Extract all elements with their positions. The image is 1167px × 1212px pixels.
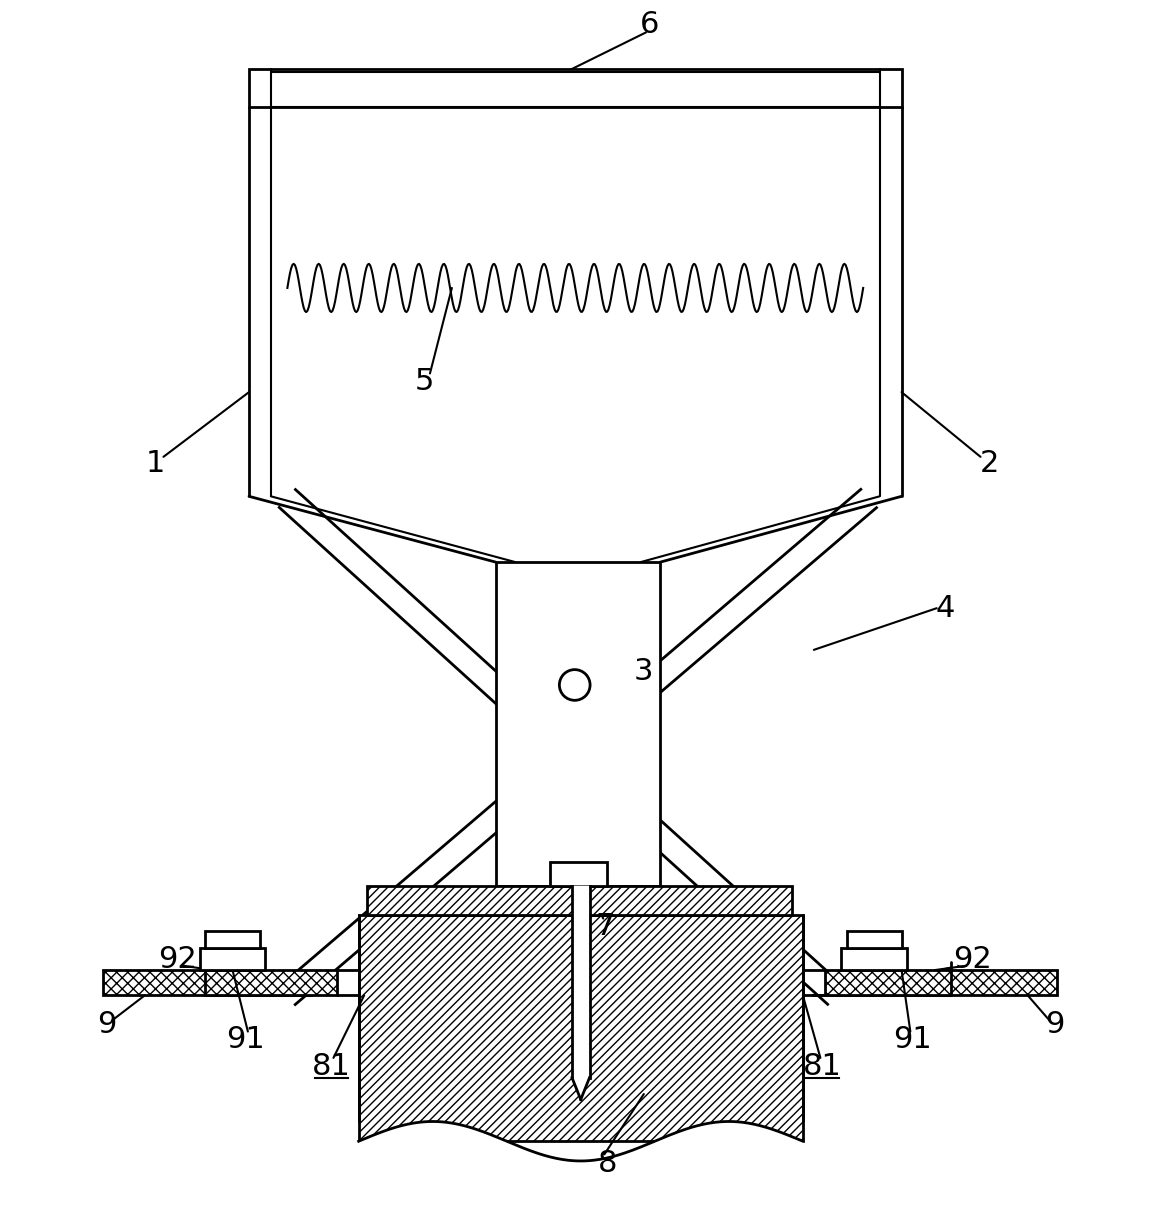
Bar [200, 948, 265, 970]
Text: 81: 81 [803, 1052, 843, 1081]
Text: 7: 7 [595, 911, 615, 941]
Text: 4: 4 [936, 594, 955, 623]
Bar [841, 948, 907, 970]
Bar [249, 69, 902, 107]
Text: 6: 6 [640, 10, 659, 39]
Text: 8: 8 [598, 1149, 617, 1178]
Text: 9: 9 [97, 1011, 116, 1040]
Bar [847, 931, 902, 948]
Text: 9: 9 [1046, 1011, 1064, 1040]
Text: 92: 92 [953, 944, 992, 973]
Circle shape [560, 670, 589, 699]
Polygon shape [572, 886, 589, 1099]
Text: 5: 5 [414, 367, 434, 395]
Text: 81: 81 [312, 1052, 350, 1081]
Bar [205, 931, 260, 948]
Text: 91: 91 [893, 1024, 932, 1053]
Bar [496, 562, 661, 886]
Bar [550, 862, 607, 886]
Bar [825, 970, 1057, 995]
Text: 92: 92 [159, 944, 197, 973]
Text: 2: 2 [979, 448, 999, 478]
Bar [368, 886, 792, 915]
Bar [103, 970, 337, 995]
Text: 91: 91 [226, 1024, 265, 1053]
Bar [358, 915, 803, 1142]
Text: 1: 1 [146, 448, 166, 478]
Text: 3: 3 [634, 657, 654, 686]
